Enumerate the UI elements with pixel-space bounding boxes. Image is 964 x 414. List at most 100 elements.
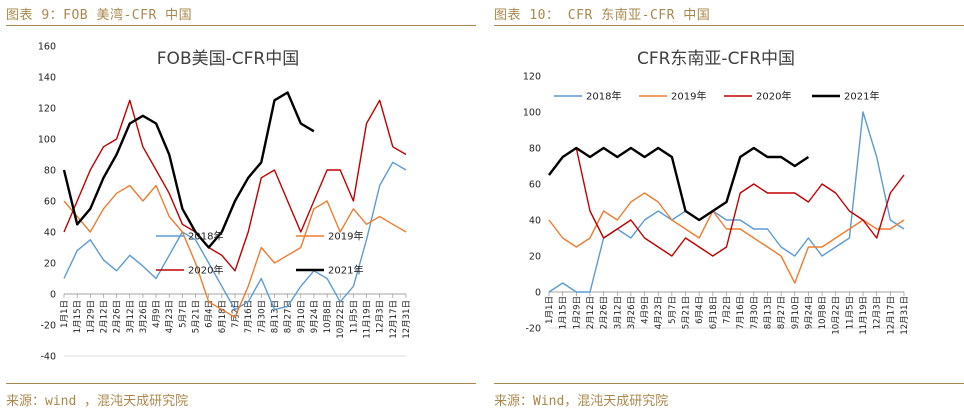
- left-y-tick-label: 60: [44, 197, 56, 208]
- left-series-1-line: [63, 161, 407, 311]
- left-x-tick-label: 5月21日: [192, 300, 202, 333]
- right-x-tick-label: 10月22日: [832, 296, 842, 335]
- left-x-tick-label: 4月9日: [152, 300, 162, 328]
- right-y-tick-label: -20: [525, 324, 541, 335]
- left-x-tick-label: 4月23日: [165, 300, 175, 333]
- left-x-tick-label: 7月16日: [244, 300, 254, 333]
- left-x-tick-label: 10月8日: [323, 300, 333, 333]
- right-legend-label-1: 2018年: [586, 90, 621, 103]
- right-x-tick-label: 4月9日: [641, 296, 651, 324]
- left-x-tick-label: 2月12日: [99, 300, 109, 333]
- left-x-tick-label: 1月1日: [60, 300, 70, 328]
- left-x-tick-label: 7月30日: [257, 300, 267, 333]
- left-x-tick-label: 12月3日: [376, 300, 386, 333]
- left-x-tick-label: 11月19日: [363, 300, 373, 339]
- right-x-tick-label: 3月26日: [627, 296, 637, 329]
- right-legend-label-2: 2019年: [671, 90, 706, 103]
- right-x-tick-label: 1月1日: [545, 296, 555, 324]
- right-y-tick-label: 40: [529, 216, 541, 227]
- right-x-tick-label: 1月29日: [572, 296, 582, 329]
- right-x-tick-label: 6月18日: [709, 296, 719, 329]
- right-y-tick-label: 80: [529, 144, 541, 155]
- left-x-tick-label: 11月5日: [349, 300, 359, 333]
- right-figure-caption: 图表 10： CFR 东南亚-CFR 中国: [494, 8, 711, 23]
- right-legend-label-4: 2021年: [844, 90, 879, 103]
- left-legend-label-2: 2019年: [328, 230, 363, 243]
- left-x-tick-label: 8月27日: [284, 300, 294, 333]
- right-x-tick-label: 7月16日: [736, 296, 746, 329]
- left-x-tick-label: 12月31日: [402, 300, 412, 339]
- right-x-tick-label: 1月15日: [559, 296, 569, 329]
- left-x-tick-label: 3月12日: [126, 300, 136, 333]
- left-y-tick-label: 0: [50, 290, 56, 301]
- right-y-tick-label: 0: [535, 288, 541, 299]
- left-x-tick-label: 9月10日: [297, 300, 307, 333]
- right-x-tick-label: 9月10日: [791, 296, 801, 329]
- right-y-tick-label: 100: [523, 108, 541, 119]
- right-top-rule: [494, 25, 964, 26]
- left-x-tick-label: 1月29日: [86, 300, 96, 333]
- right-x-tick-label: 5月21日: [682, 296, 692, 329]
- left-y-tick-label: 140: [38, 73, 56, 84]
- right-legend-label-3: 2020年: [756, 90, 791, 103]
- left-x-tick-label: 5月7日: [178, 300, 188, 328]
- left-series-2-line: [63, 184, 407, 318]
- left-x-tick-label: 2月26日: [113, 300, 123, 333]
- right-panel: 图表 10： CFR 东南亚-CFR 中国 CFR东南亚-CFR中国 -20 0 20…: [494, 0, 964, 414]
- right-source-note: 来源：Wind，混沌天成研究院: [494, 394, 669, 409]
- right-series-4-line: [548, 146, 810, 222]
- right-x-tick-label: 4月23日: [654, 296, 664, 329]
- left-x-tick-label: 8月13日: [270, 300, 280, 333]
- left-x-tick-label: 3月26日: [139, 300, 149, 333]
- right-x-tick-label: 10月8日: [818, 296, 828, 329]
- right-y-tick-label: 20: [529, 252, 541, 263]
- right-x-tick-label: 2月12日: [586, 296, 596, 329]
- right-bottom-rule: [494, 383, 964, 384]
- right-x-tick-label: 12月3日: [873, 296, 883, 329]
- right-x-tick-label: 11月5日: [845, 296, 855, 329]
- right-x-tick-label: 7月30日: [750, 296, 760, 329]
- right-x-tick-label: 2月26日: [600, 296, 610, 329]
- right-chart-title: CFR东南亚-CFR中国: [637, 49, 795, 69]
- left-legend-label-1: 2018年: [188, 230, 223, 243]
- left-source-note: 来源：wind ，混沌天成研究院: [6, 394, 189, 409]
- left-y-tick-label: -40: [40, 352, 56, 363]
- left-chart-title: FOB美国-CFR中国: [157, 49, 299, 69]
- right-x-tick-label: 3月12日: [613, 296, 623, 329]
- left-series-4-line: [62, 91, 315, 249]
- left-panel: 图表 9：FOB 美湾-CFR 中国 FOB美国-CFR中国 -40 -20 0 20 4…: [6, 0, 476, 414]
- right-x-tick-label: 6月4日: [695, 296, 705, 324]
- left-legend-label-3: 2020年: [188, 264, 223, 277]
- right-series-2-line: [548, 192, 905, 284]
- left-y-tick-label: -20: [40, 321, 56, 332]
- left-x-tick-label: 12月17日: [389, 300, 399, 339]
- right-x-tick-label: 9月24日: [804, 296, 814, 329]
- left-x-tick-label: 10月22日: [336, 300, 346, 339]
- right-x-tick-label: 8月27日: [777, 296, 787, 329]
- left-legend-label-4: 2021年: [328, 264, 363, 277]
- left-x-tick-label: 1月15日: [73, 300, 83, 333]
- left-y-tick-label: 160: [38, 42, 56, 53]
- left-top-rule: [6, 25, 476, 26]
- left-x-tick-label: 6月4日: [205, 300, 215, 328]
- right-x-tick-label: 12月17日: [886, 296, 896, 335]
- left-y-tick-label: 120: [38, 104, 56, 115]
- right-y-tick-label: 60: [529, 180, 541, 191]
- left-y-tick-label: 100: [38, 135, 56, 146]
- left-y-tick-label: 40: [44, 228, 56, 239]
- right-series-3-line: [548, 147, 905, 257]
- right-x-tick-label: 5月7日: [668, 296, 678, 324]
- left-y-tick-label: 80: [44, 166, 56, 177]
- right-x-tick-label: 11月19日: [859, 296, 869, 335]
- left-x-tick-label: 9月24日: [310, 300, 320, 333]
- left-chart: FOB美国-CFR中国 -40 -20 0 20 40 60 80 100 120 140 160 1月…: [38, 42, 412, 363]
- left-x-tick-label: 6月18日: [218, 300, 228, 333]
- right-x-tick-label: 7月2日: [723, 296, 733, 324]
- left-figure-caption: 图表 9：FOB 美湾-CFR 中国: [6, 8, 193, 23]
- left-y-tick-label: 20: [44, 259, 56, 270]
- left-series-3-line: [63, 99, 407, 272]
- right-y-tick-label: 120: [523, 72, 541, 83]
- right-x-tick-label: 8月13日: [763, 296, 773, 329]
- right-x-tick-label: 12月31日: [900, 296, 910, 335]
